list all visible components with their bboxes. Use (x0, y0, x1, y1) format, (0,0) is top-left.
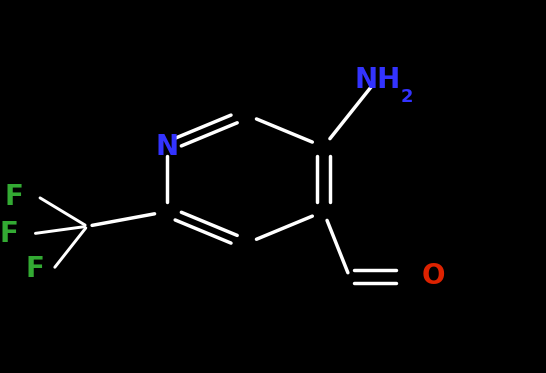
Text: NH: NH (354, 66, 401, 94)
Text: F: F (0, 220, 19, 248)
Text: O: O (422, 262, 445, 290)
Text: F: F (5, 183, 23, 211)
Text: 2: 2 (401, 88, 413, 106)
Text: N: N (156, 133, 179, 161)
Text: F: F (25, 255, 44, 283)
